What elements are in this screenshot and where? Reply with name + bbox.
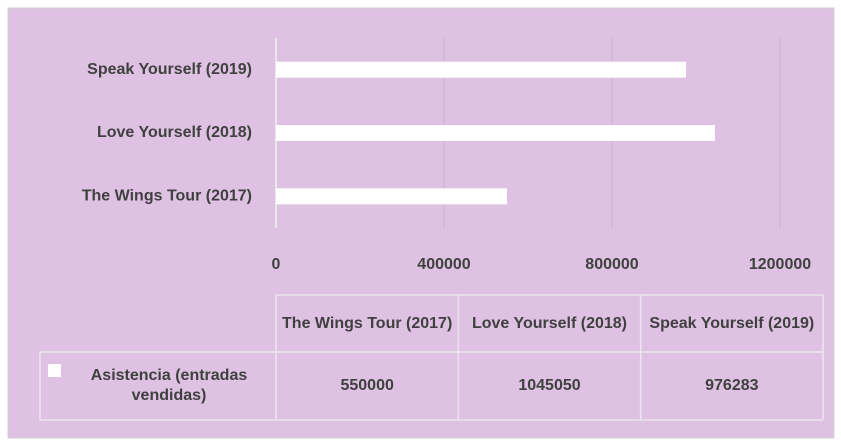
table-header: Love Yourself (2018) [471,314,627,332]
x-tick-label: 400000 [417,256,470,273]
bar [276,125,715,141]
legend-label: Asistencia (entradas vendidas) [90,367,248,404]
y-tick-label: Love Yourself (2018) [97,124,252,141]
table-header: The Wings Tour (2017) [282,314,453,332]
x-tick-label: 1200000 [749,256,811,273]
chart-background [7,7,835,439]
table-header: Speak Yourself (2019) [649,314,815,332]
table-value: 1045050 [518,377,581,394]
x-tick-label: 800000 [585,256,638,273]
legend-key [48,364,61,377]
x-tick-label: 0 [272,256,281,273]
y-tick-label: The Wings Tour (2017) [82,188,252,205]
table-value: 550000 [340,377,394,394]
bar [276,188,507,205]
bar [276,61,687,78]
table-value: 976283 [705,377,759,394]
y-tick-label: Speak Yourself (2019) [87,61,252,78]
